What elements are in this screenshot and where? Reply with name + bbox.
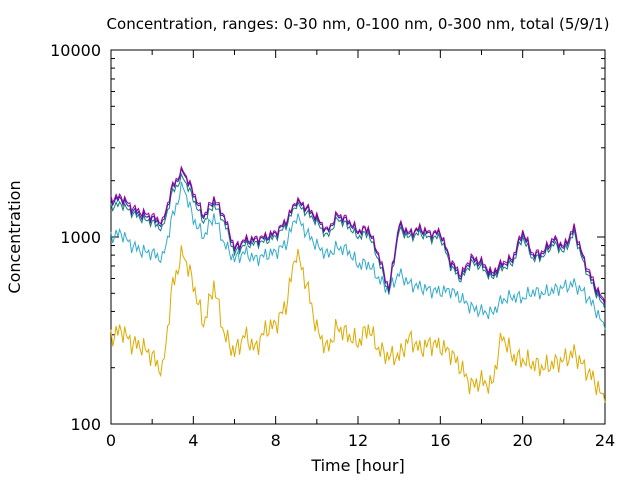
- chart-title: Concentration, ranges: 0-30 nm, 0-100 nm…: [107, 15, 610, 33]
- series-line: [110, 172, 606, 310]
- series-line: [110, 181, 606, 330]
- x-tick-label: 16: [430, 431, 450, 450]
- series-line: [110, 245, 606, 403]
- axis-ticks: [110, 49, 606, 425]
- y-tick-label: 10000: [50, 41, 101, 60]
- series-lines: [110, 165, 606, 403]
- x-tick-label: 4: [188, 431, 198, 450]
- x-tick-label: 8: [271, 431, 281, 450]
- y-tick-label: 100: [70, 415, 101, 434]
- y-tick-label: 1000: [60, 228, 101, 247]
- series-line: [110, 166, 606, 306]
- x-tick-label: 20: [512, 431, 532, 450]
- y-axis-title: Concentration: [5, 180, 24, 293]
- tick-labels: 0 4 8 12 16 20 24 100 1000 10000: [50, 41, 615, 450]
- x-axis-title: Time [hour]: [310, 456, 404, 475]
- x-tick-label: 24: [595, 431, 615, 450]
- x-tick-label: 12: [348, 431, 368, 450]
- x-tick-label: 0: [106, 431, 116, 450]
- series-line: [110, 165, 606, 304]
